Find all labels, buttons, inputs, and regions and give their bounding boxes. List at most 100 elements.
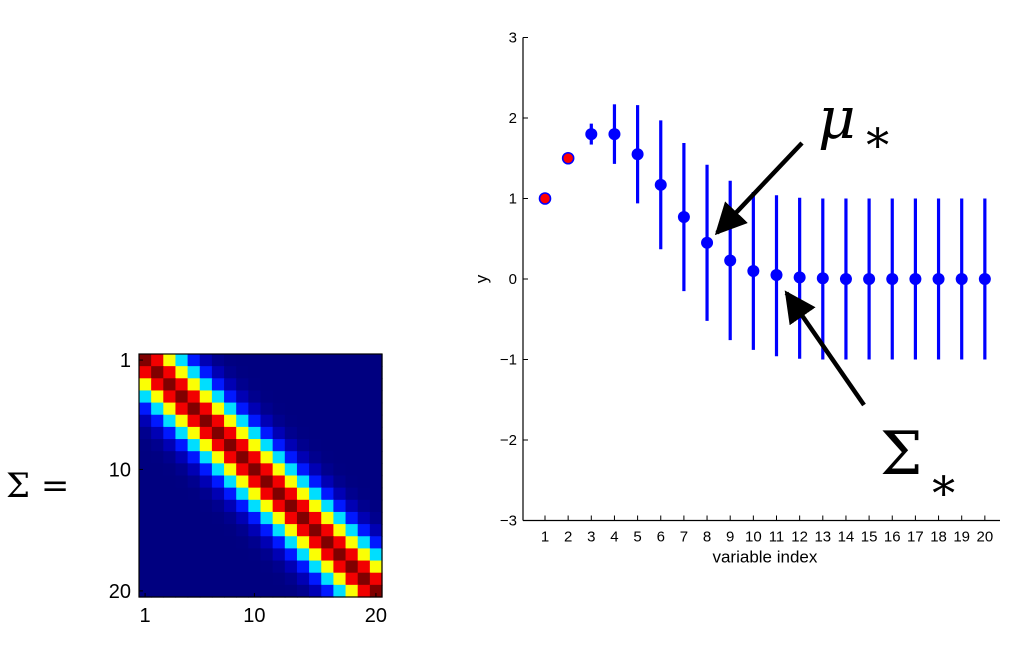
heatmap-cell [248, 378, 262, 392]
heatmap-cell [345, 511, 359, 525]
heatmap-cell [163, 378, 177, 392]
heatmap-cell [139, 402, 152, 416]
x-tick-label: 13 [814, 529, 831, 546]
heatmap-cell [151, 524, 164, 537]
heatmap-cell [284, 414, 298, 428]
heatmap-cell [345, 475, 359, 489]
x-tick-label: 11 [769, 529, 785, 546]
heatmap-cell [163, 451, 177, 464]
heatmap-cell [139, 390, 152, 404]
heatmap-cell [333, 426, 347, 440]
heatmap-cell [199, 536, 213, 549]
heatmap-cell [236, 366, 249, 379]
heatmap-cell [272, 475, 286, 489]
heatmap-cell [236, 439, 249, 452]
heatmap-cell [296, 354, 310, 367]
heatmap-cell [296, 548, 310, 562]
heatmap-cell [321, 378, 334, 392]
y-tick-label: 0 [509, 271, 517, 288]
heatmap-cell [187, 511, 201, 525]
heatmap-cell [163, 354, 177, 367]
heatmap-cell [139, 511, 152, 525]
covariance-heatmap: 1 1 10 10 20 20 [109, 350, 387, 627]
heatmap-cell [333, 499, 347, 513]
heatmap-cell [321, 439, 334, 452]
heatmap-cell [309, 439, 322, 452]
heatmap-cell [211, 390, 225, 404]
heatmap-cell [284, 463, 298, 477]
mean-point [932, 273, 945, 285]
heatmap-cell [272, 524, 286, 537]
heatmap-cell [272, 487, 286, 501]
heatmap-cell [345, 414, 359, 428]
heatmap-cell [175, 426, 189, 440]
mean-point [724, 254, 737, 267]
heatmap-cell [309, 402, 322, 416]
heatmap-cell [199, 439, 213, 452]
heatmap-cell [272, 584, 286, 598]
mu-star-subscript: ∗ [862, 109, 893, 163]
heatmap-cell [211, 548, 225, 562]
heatmap-cell [333, 451, 347, 464]
heatmap-cell [224, 536, 237, 549]
heatmap-cell [151, 536, 164, 549]
heatmap-cell [369, 548, 383, 562]
y-axis-label: y [472, 274, 491, 283]
heatmap-cell [224, 426, 237, 440]
heatmap-cell [260, 439, 274, 452]
heatmap-cell [236, 426, 249, 440]
heatmap-cell [333, 366, 347, 379]
heatmap-cell [296, 511, 310, 525]
y-tick-label: −2 [500, 432, 517, 449]
heatmap-cell [321, 475, 334, 489]
heatmap-cell [175, 524, 189, 537]
heatmap-cell [333, 439, 347, 452]
heatmap-cell [284, 499, 298, 513]
heatmap-cell [236, 584, 249, 598]
heatmap-cell [284, 572, 298, 586]
heatmap-cell [224, 475, 237, 489]
heatmap-cell [163, 560, 177, 574]
heatmap-cell [199, 511, 213, 525]
heatmap-cell [187, 439, 201, 452]
x-tick-label: 17 [907, 529, 924, 546]
heatmap-cell [187, 366, 201, 379]
heatmap-cell [296, 584, 310, 598]
heatmap-cell [272, 451, 286, 464]
mean-point [863, 273, 876, 285]
mean-point [955, 273, 968, 285]
heatmap-cell [199, 378, 213, 392]
heatmap-cell [333, 378, 347, 392]
heatmap-cell [248, 439, 262, 452]
heatmap-cell [163, 414, 177, 428]
heatmap-cell [199, 354, 213, 367]
mean-point [608, 128, 621, 141]
heatmap-cell [272, 402, 286, 416]
heatmap-cell [187, 560, 201, 574]
heatmap-cell [284, 475, 298, 489]
heatmap-cell [369, 414, 383, 428]
heatmap-cell [248, 366, 262, 379]
x-tick-label: 3 [587, 529, 595, 546]
heatmap-cell [309, 366, 322, 379]
heatmap-cell [151, 390, 164, 404]
heatmap-cell [211, 402, 225, 416]
heatmap-cell [211, 451, 225, 464]
heatmap-cell [333, 487, 347, 501]
heatmap-cell [175, 487, 189, 501]
heatmap-cell [248, 426, 262, 440]
heatmap-cell [139, 451, 152, 464]
heatmap-cell [309, 378, 322, 392]
heatmap-cell [248, 548, 262, 562]
heatmap-cell [369, 475, 383, 489]
heatmap-cell [199, 451, 213, 464]
heatmap-cell [187, 378, 201, 392]
heatmap-cell [151, 414, 164, 428]
mean-point [585, 128, 598, 141]
heatmap-cell [151, 560, 164, 574]
heatmap-cell [248, 463, 262, 477]
heatmap-cell [321, 414, 334, 428]
heatmap-cell [139, 572, 152, 586]
heatmap-cell [199, 475, 213, 489]
